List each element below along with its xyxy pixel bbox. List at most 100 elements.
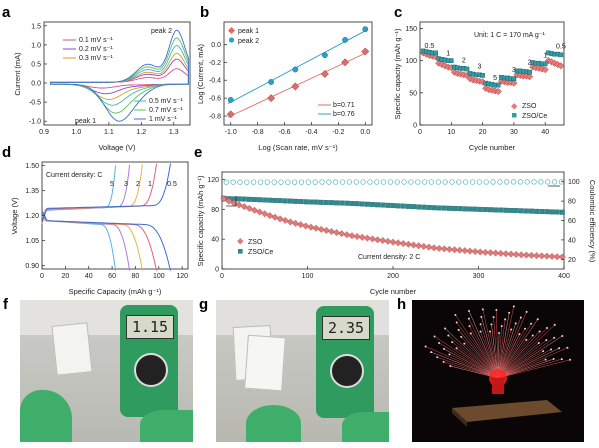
y-axis-d-tick-label: 0.90 xyxy=(25,263,39,270)
zsoce-capacity-point xyxy=(272,197,278,203)
legend-label-a: 0.2 mV s⁻¹ xyxy=(79,46,113,53)
ce-point xyxy=(428,179,435,185)
fiber-strand xyxy=(456,322,499,379)
ce-point xyxy=(531,179,537,185)
panel-label-e: e xyxy=(194,144,202,161)
fiber-strand xyxy=(469,325,499,379)
legend-marker-zsoce-e xyxy=(238,249,243,254)
zsoce-capacity-point xyxy=(431,205,437,211)
rate-label-d: 1 xyxy=(148,181,152,188)
unit-note-c: Unit: 1 C = 170 mA g⁻¹ xyxy=(474,32,545,39)
zsoce-capacity-point xyxy=(452,206,458,211)
y-axis-a-tick-label: 1.0 xyxy=(31,42,41,49)
zso-capacity-point xyxy=(369,235,376,243)
peak2-point xyxy=(292,66,299,73)
y-axis-c-tick-label: 0 xyxy=(413,123,417,130)
x-axis-e-tick-label: 0 xyxy=(220,273,224,280)
fiber-strand xyxy=(497,347,568,379)
zsoce-capacity-point xyxy=(262,197,268,203)
zso-capacity-point xyxy=(487,249,494,257)
fiber-tip xyxy=(438,341,441,344)
fiber-strand xyxy=(497,328,526,379)
zso-capacity-point xyxy=(327,228,335,235)
ce-point xyxy=(456,179,462,185)
multimeter: 1.15 xyxy=(120,305,178,417)
rate-label-c: 2 xyxy=(462,58,466,65)
fit-legend-label: b=0.71 xyxy=(333,102,355,109)
legend-label-a: 0.3 mV s⁻¹ xyxy=(79,55,113,62)
cv-curve-1 xyxy=(50,58,189,95)
fiber-strand xyxy=(497,327,548,379)
zsoce-capacity-point xyxy=(395,203,401,209)
fiber-strand xyxy=(497,331,540,379)
x-axis-e-tick-label: 300 xyxy=(473,273,485,280)
fiber-tip xyxy=(468,325,471,328)
fiber-strand xyxy=(481,316,499,379)
x-axis-d-tick-label: 40 xyxy=(85,273,93,280)
panel-label-b: b xyxy=(200,4,209,21)
glove-left xyxy=(246,405,301,442)
fiber-tip xyxy=(448,353,451,356)
zso-point xyxy=(526,73,534,81)
zso-capacity-point xyxy=(471,248,479,256)
y-axis-d-tick-label: 1.50 xyxy=(25,163,39,170)
ce-point xyxy=(312,179,318,185)
zsoce-capacity-point xyxy=(313,199,319,205)
fiber-tip xyxy=(538,330,541,333)
fiber-strand xyxy=(497,359,571,379)
fiber-tip xyxy=(492,316,495,319)
ce-point xyxy=(551,179,558,185)
zso-capacity-point xyxy=(374,236,382,244)
zsoce-capacity-point xyxy=(323,200,329,205)
ce-point xyxy=(490,179,496,185)
fiber-strand xyxy=(458,329,499,379)
fiber-strand xyxy=(437,357,499,379)
y-axis-d-tick-label: 1.20 xyxy=(25,213,39,220)
zsoce-capacity-point xyxy=(246,196,252,202)
fiber-strand xyxy=(497,349,552,379)
fiber-tip xyxy=(500,325,503,328)
fiber-strand xyxy=(434,336,499,379)
fiber-strand xyxy=(461,336,499,379)
zsoce-capacity-point xyxy=(498,207,504,213)
ce-point xyxy=(333,179,339,185)
zso-capacity-point xyxy=(558,253,566,261)
glove-right xyxy=(140,410,193,442)
x-axis-a-tick-label: 1.0 xyxy=(72,129,82,136)
fiber-strand xyxy=(497,348,560,379)
fit-legend-label: b=0.76 xyxy=(333,111,355,118)
fiber-tip xyxy=(552,358,555,361)
ce-point xyxy=(374,179,380,185)
fiber-tip xyxy=(530,322,533,325)
multimeter-display: 1.15 xyxy=(126,315,174,339)
zso-capacity-point xyxy=(230,199,238,207)
discharge-curve-0.5 xyxy=(41,210,171,271)
ce-point xyxy=(271,179,277,185)
zsoce-capacity-point xyxy=(488,207,493,213)
y-axis-label-e: Specific capacity (mAh g⁻¹) xyxy=(196,175,205,267)
ce-point xyxy=(339,179,346,185)
y-axis-b-tick-label: 0.0 xyxy=(211,42,221,49)
fiber-tip xyxy=(479,323,482,326)
zsoce-capacity-point xyxy=(426,205,432,210)
ce-point xyxy=(504,179,510,185)
ce-point xyxy=(469,179,476,185)
zsoce-capacity-point xyxy=(416,204,422,210)
zso-capacity-point xyxy=(286,218,294,226)
zso-capacity-point xyxy=(461,247,469,255)
zso-capacity-point xyxy=(333,229,341,237)
rate-label-c: 0.5 xyxy=(425,43,435,50)
y-axis-a-tick-label: -1.0 xyxy=(29,119,41,126)
zso-capacity-point xyxy=(404,240,412,248)
zso-capacity-point xyxy=(451,246,459,254)
ce-point xyxy=(421,179,428,185)
x-axis-d-tick-label: 80 xyxy=(132,273,140,280)
zsoce-capacity-point xyxy=(364,201,370,207)
y-axis-a-tick-label: -0.5 xyxy=(29,100,41,107)
ce-point xyxy=(250,179,257,185)
fiber-tip xyxy=(508,311,511,314)
legend-marker-zso xyxy=(511,103,518,110)
zsoce-point xyxy=(495,82,501,88)
zsoce-capacity-point xyxy=(508,207,514,213)
x-axis-c-tick-label: 10 xyxy=(447,129,455,136)
